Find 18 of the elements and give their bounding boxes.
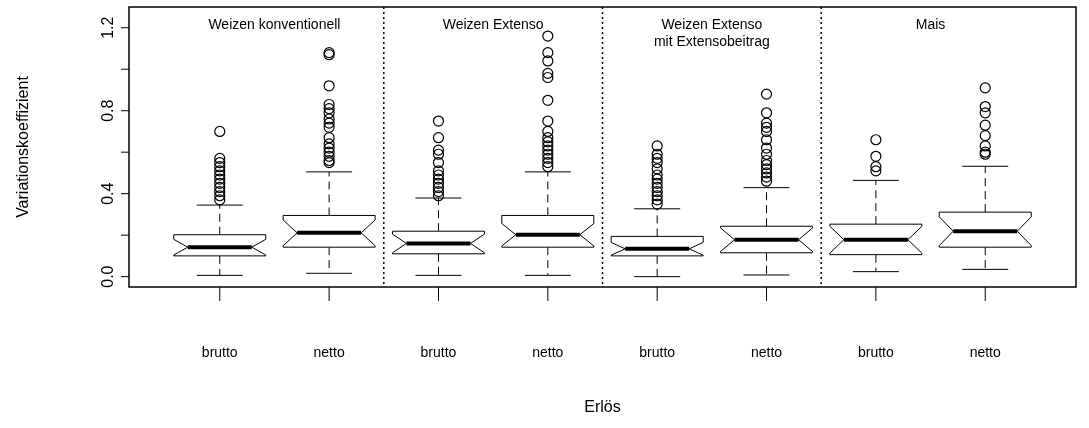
- x-tick-label: netto: [313, 344, 345, 360]
- annotation: Mais: [915, 16, 946, 32]
- x-tick-label: netto: [532, 344, 564, 360]
- y-tick-label: 1.2: [99, 16, 116, 39]
- x-tick-label: brutto: [201, 344, 238, 360]
- x-tick-label: brutto: [639, 344, 676, 360]
- annotation: Weizen Extenso mit Extensobeitrag: [653, 16, 770, 49]
- x-axis-title: Erlös: [584, 398, 621, 415]
- x-tick-label: brutto: [857, 344, 894, 360]
- annotation: Weizen konventionell: [208, 16, 341, 32]
- x-tick-label: brutto: [420, 344, 457, 360]
- y-tick-label: 0.8: [99, 99, 116, 122]
- x-tick-label: netto: [969, 344, 1002, 360]
- y-tick-label: 0.0: [99, 265, 116, 288]
- y-axis-title: Variationskoeffizient: [14, 75, 31, 218]
- x-tick-label: netto: [750, 344, 783, 360]
- annotation: Weizen Extenso: [442, 16, 544, 32]
- y-tick-label: 0.4: [99, 182, 116, 205]
